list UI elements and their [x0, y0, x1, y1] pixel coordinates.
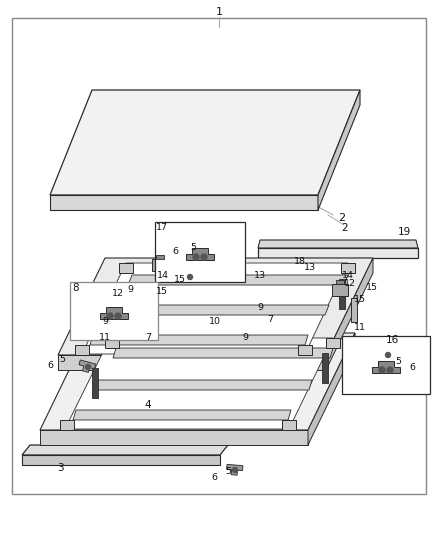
Bar [336, 280, 344, 284]
Polygon shape [82, 263, 348, 354]
Bar [152, 259, 168, 271]
Polygon shape [58, 355, 326, 370]
Polygon shape [318, 90, 360, 210]
Polygon shape [79, 360, 96, 373]
Text: 11: 11 [99, 334, 111, 343]
Bar [60, 420, 74, 430]
Circle shape [201, 254, 207, 260]
Bar [117, 308, 123, 332]
Circle shape [387, 367, 393, 373]
Bar [70, 282, 158, 340]
Text: 6: 6 [211, 472, 217, 481]
Bar [155, 222, 245, 282]
Polygon shape [113, 348, 333, 358]
Text: 15: 15 [156, 287, 168, 296]
Circle shape [85, 365, 91, 369]
Text: 3: 3 [57, 463, 64, 473]
Text: 15: 15 [174, 276, 186, 285]
Text: 14: 14 [157, 271, 169, 279]
Text: 5: 5 [59, 356, 65, 365]
Polygon shape [372, 361, 400, 373]
Text: 15: 15 [366, 284, 378, 293]
Polygon shape [226, 464, 243, 475]
Bar [322, 353, 328, 383]
Circle shape [187, 274, 192, 279]
Bar [119, 263, 133, 273]
Bar [341, 263, 355, 273]
Text: 11: 11 [354, 322, 366, 332]
Polygon shape [22, 455, 220, 465]
Polygon shape [258, 240, 418, 248]
Text: 1: 1 [215, 7, 223, 17]
Text: 6: 6 [172, 247, 178, 256]
Polygon shape [186, 248, 214, 260]
Polygon shape [326, 258, 373, 370]
Text: 5: 5 [225, 467, 231, 477]
Polygon shape [50, 90, 360, 195]
Text: 14: 14 [342, 271, 354, 279]
Bar [298, 345, 312, 355]
Text: 9: 9 [102, 318, 108, 327]
Circle shape [107, 313, 113, 319]
Circle shape [193, 254, 199, 260]
Text: 9: 9 [242, 334, 248, 343]
Circle shape [385, 352, 391, 358]
Polygon shape [73, 410, 291, 420]
Text: 7: 7 [267, 316, 273, 325]
Text: 17: 17 [156, 223, 168, 232]
Text: 12: 12 [112, 288, 124, 297]
Text: 6: 6 [409, 364, 415, 373]
Bar [109, 293, 115, 323]
Bar [12, 18, 426, 494]
Text: 5: 5 [395, 358, 401, 367]
Text: 2: 2 [342, 223, 348, 233]
Polygon shape [380, 349, 397, 360]
Text: 19: 19 [397, 227, 411, 237]
Polygon shape [58, 258, 373, 355]
Polygon shape [90, 335, 308, 345]
Polygon shape [110, 305, 329, 315]
Bar [105, 338, 119, 348]
Text: 8: 8 [73, 283, 79, 293]
Bar [342, 336, 430, 394]
Circle shape [379, 367, 385, 373]
Polygon shape [181, 269, 198, 282]
Bar [75, 345, 89, 355]
Polygon shape [65, 338, 333, 429]
Polygon shape [22, 445, 228, 455]
Text: 6: 6 [47, 361, 53, 370]
Bar [351, 298, 357, 322]
Text: 5: 5 [190, 243, 196, 252]
Bar [332, 284, 348, 296]
Text: 15: 15 [354, 295, 366, 304]
Polygon shape [258, 248, 418, 258]
Bar [282, 420, 296, 430]
Circle shape [115, 313, 121, 319]
Text: 9: 9 [127, 286, 133, 295]
Circle shape [233, 467, 237, 472]
Polygon shape [100, 307, 128, 319]
Polygon shape [40, 430, 308, 445]
Text: 2: 2 [339, 213, 346, 223]
Bar [156, 255, 164, 259]
Polygon shape [40, 333, 355, 430]
Polygon shape [308, 333, 355, 445]
Text: 16: 16 [385, 335, 399, 345]
Text: 13: 13 [254, 271, 266, 279]
Text: 4: 4 [145, 400, 151, 410]
Bar [326, 338, 340, 348]
Polygon shape [50, 195, 318, 210]
Text: 13: 13 [304, 263, 316, 272]
Bar [92, 368, 98, 398]
Text: 9: 9 [257, 303, 263, 312]
Text: 10: 10 [209, 318, 221, 327]
Polygon shape [93, 380, 312, 390]
Text: 12: 12 [344, 279, 356, 287]
Text: 18: 18 [294, 257, 306, 266]
Polygon shape [128, 275, 348, 285]
Bar [339, 279, 345, 309]
Text: 7: 7 [145, 334, 151, 343]
